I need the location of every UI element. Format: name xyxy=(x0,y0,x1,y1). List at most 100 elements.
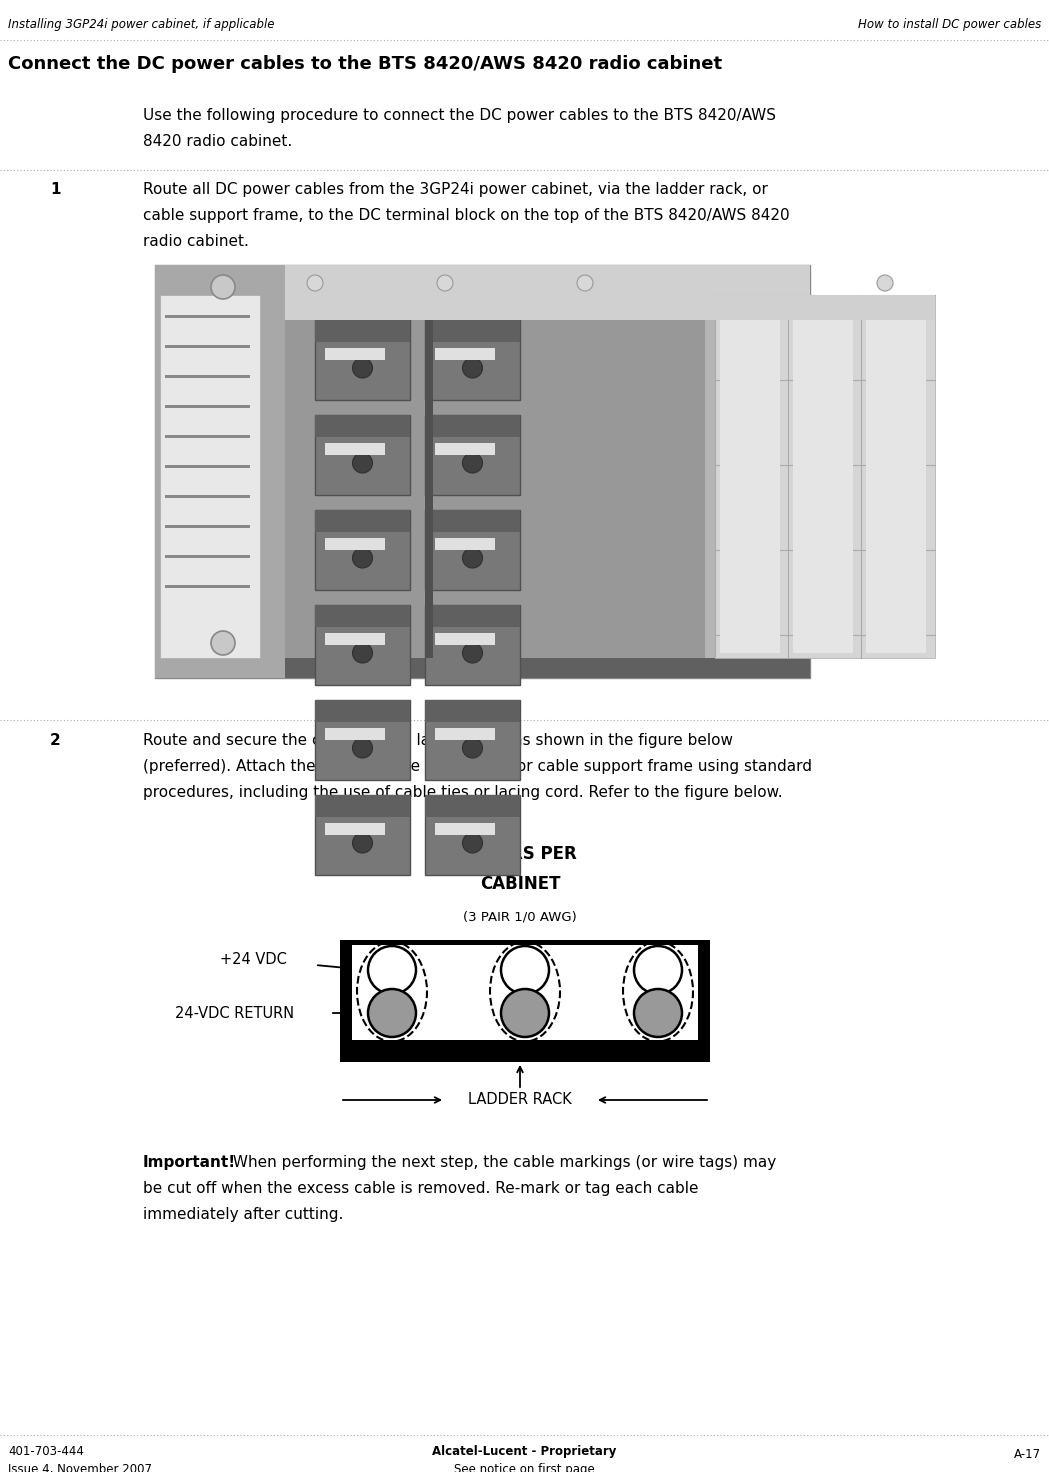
Bar xyxy=(425,795,520,874)
Bar xyxy=(425,294,433,658)
Text: See notice on first page: See notice on first page xyxy=(454,1463,595,1472)
Circle shape xyxy=(577,275,593,291)
Circle shape xyxy=(463,548,483,568)
Bar xyxy=(435,347,495,361)
Bar xyxy=(425,795,520,817)
Bar xyxy=(435,443,495,455)
Bar xyxy=(165,315,250,318)
Circle shape xyxy=(352,643,372,662)
Circle shape xyxy=(211,631,235,655)
Bar xyxy=(315,701,410,780)
Text: Issue 4, November 2007: Issue 4, November 2007 xyxy=(8,1463,152,1472)
Bar xyxy=(425,605,520,684)
Circle shape xyxy=(352,737,372,758)
Bar xyxy=(155,265,285,679)
Bar xyxy=(425,701,520,721)
Bar xyxy=(425,509,520,531)
Circle shape xyxy=(501,989,549,1036)
Bar xyxy=(425,415,520,495)
Text: +24 VDC: +24 VDC xyxy=(220,952,286,967)
Circle shape xyxy=(437,275,453,291)
Bar xyxy=(285,294,935,319)
Bar xyxy=(340,941,352,1061)
Bar xyxy=(315,319,410,342)
Bar xyxy=(425,319,520,400)
Circle shape xyxy=(501,946,549,994)
Bar xyxy=(315,795,410,817)
Bar xyxy=(165,405,250,408)
Text: 3 PAIRS PER: 3 PAIRS PER xyxy=(463,845,577,863)
Text: 1: 1 xyxy=(50,183,61,197)
Bar xyxy=(425,415,520,437)
Circle shape xyxy=(368,946,416,994)
Bar xyxy=(425,605,520,627)
Circle shape xyxy=(352,548,372,568)
Bar xyxy=(155,265,810,294)
Bar xyxy=(425,701,520,780)
Circle shape xyxy=(463,833,483,852)
Bar xyxy=(315,605,410,627)
Text: LADDER RACK: LADDER RACK xyxy=(468,1092,572,1107)
Text: Connect the DC power cables to the BTS 8420/AWS 8420 radio cabinet: Connect the DC power cables to the BTS 8… xyxy=(8,54,722,74)
Bar xyxy=(315,701,410,721)
Bar xyxy=(315,415,410,495)
Text: 2: 2 xyxy=(50,733,61,748)
Bar xyxy=(165,465,250,468)
Bar xyxy=(325,823,385,835)
Bar xyxy=(155,658,810,679)
Bar xyxy=(715,294,935,658)
Circle shape xyxy=(463,358,483,378)
Circle shape xyxy=(352,833,372,852)
Text: 401-703-444: 401-703-444 xyxy=(8,1446,84,1457)
Circle shape xyxy=(368,989,416,1036)
Bar xyxy=(165,436,250,439)
Bar xyxy=(340,1041,710,1061)
Bar xyxy=(315,509,410,531)
Bar xyxy=(165,555,250,558)
Text: cable support frame, to the DC terminal block on the top of the BTS 8420/AWS 842: cable support frame, to the DC terminal … xyxy=(143,208,790,222)
Circle shape xyxy=(211,275,235,299)
Bar xyxy=(160,294,260,658)
Bar xyxy=(165,344,250,347)
Bar xyxy=(165,375,250,378)
Circle shape xyxy=(352,358,372,378)
Text: Route and secure the cables to the ladder rack, as shown in the figure below: Route and secure the cables to the ladde… xyxy=(143,733,733,748)
Bar xyxy=(325,633,385,645)
Circle shape xyxy=(463,643,483,662)
Bar xyxy=(315,795,410,874)
Bar xyxy=(165,495,250,498)
Bar xyxy=(866,300,926,654)
Bar xyxy=(435,633,495,645)
Text: A-17: A-17 xyxy=(1014,1447,1041,1460)
Text: Installing 3GP24i power cabinet, if applicable: Installing 3GP24i power cabinet, if appl… xyxy=(8,18,275,31)
Bar xyxy=(425,319,520,342)
Text: radio cabinet.: radio cabinet. xyxy=(143,234,249,249)
Text: immediately after cutting.: immediately after cutting. xyxy=(143,1207,343,1222)
Circle shape xyxy=(463,453,483,473)
Text: (preferred). Attach the cables to the ladder rack or cable support frame using s: (preferred). Attach the cables to the la… xyxy=(143,760,812,774)
Bar xyxy=(285,294,705,658)
Circle shape xyxy=(877,275,893,291)
Bar xyxy=(325,347,385,361)
Text: CABINET: CABINET xyxy=(479,874,560,894)
Circle shape xyxy=(634,946,682,994)
Text: Route all DC power cables from the 3GP24i power cabinet, via the ladder rack, or: Route all DC power cables from the 3GP24… xyxy=(143,183,768,197)
Text: Alcatel-Lucent - Proprietary: Alcatel-Lucent - Proprietary xyxy=(432,1446,617,1457)
Bar xyxy=(315,415,410,437)
Bar xyxy=(315,319,410,400)
Circle shape xyxy=(307,275,323,291)
Bar xyxy=(155,265,810,679)
Bar xyxy=(165,584,250,587)
Bar xyxy=(435,729,495,740)
Bar xyxy=(720,300,780,654)
Text: procedures, including the use of cable ties or lacing cord. Refer to the figure : procedures, including the use of cable t… xyxy=(143,785,783,799)
Text: When performing the next step, the cable markings (or wire tags) may: When performing the next step, the cable… xyxy=(228,1156,776,1170)
Bar xyxy=(315,605,410,684)
Text: 8420 radio cabinet.: 8420 radio cabinet. xyxy=(143,134,293,149)
Circle shape xyxy=(463,737,483,758)
Bar xyxy=(340,941,710,945)
Circle shape xyxy=(634,989,682,1036)
Bar xyxy=(435,823,495,835)
Text: (3 PAIR 1/0 AWG): (3 PAIR 1/0 AWG) xyxy=(463,910,577,923)
Bar xyxy=(352,945,698,1041)
